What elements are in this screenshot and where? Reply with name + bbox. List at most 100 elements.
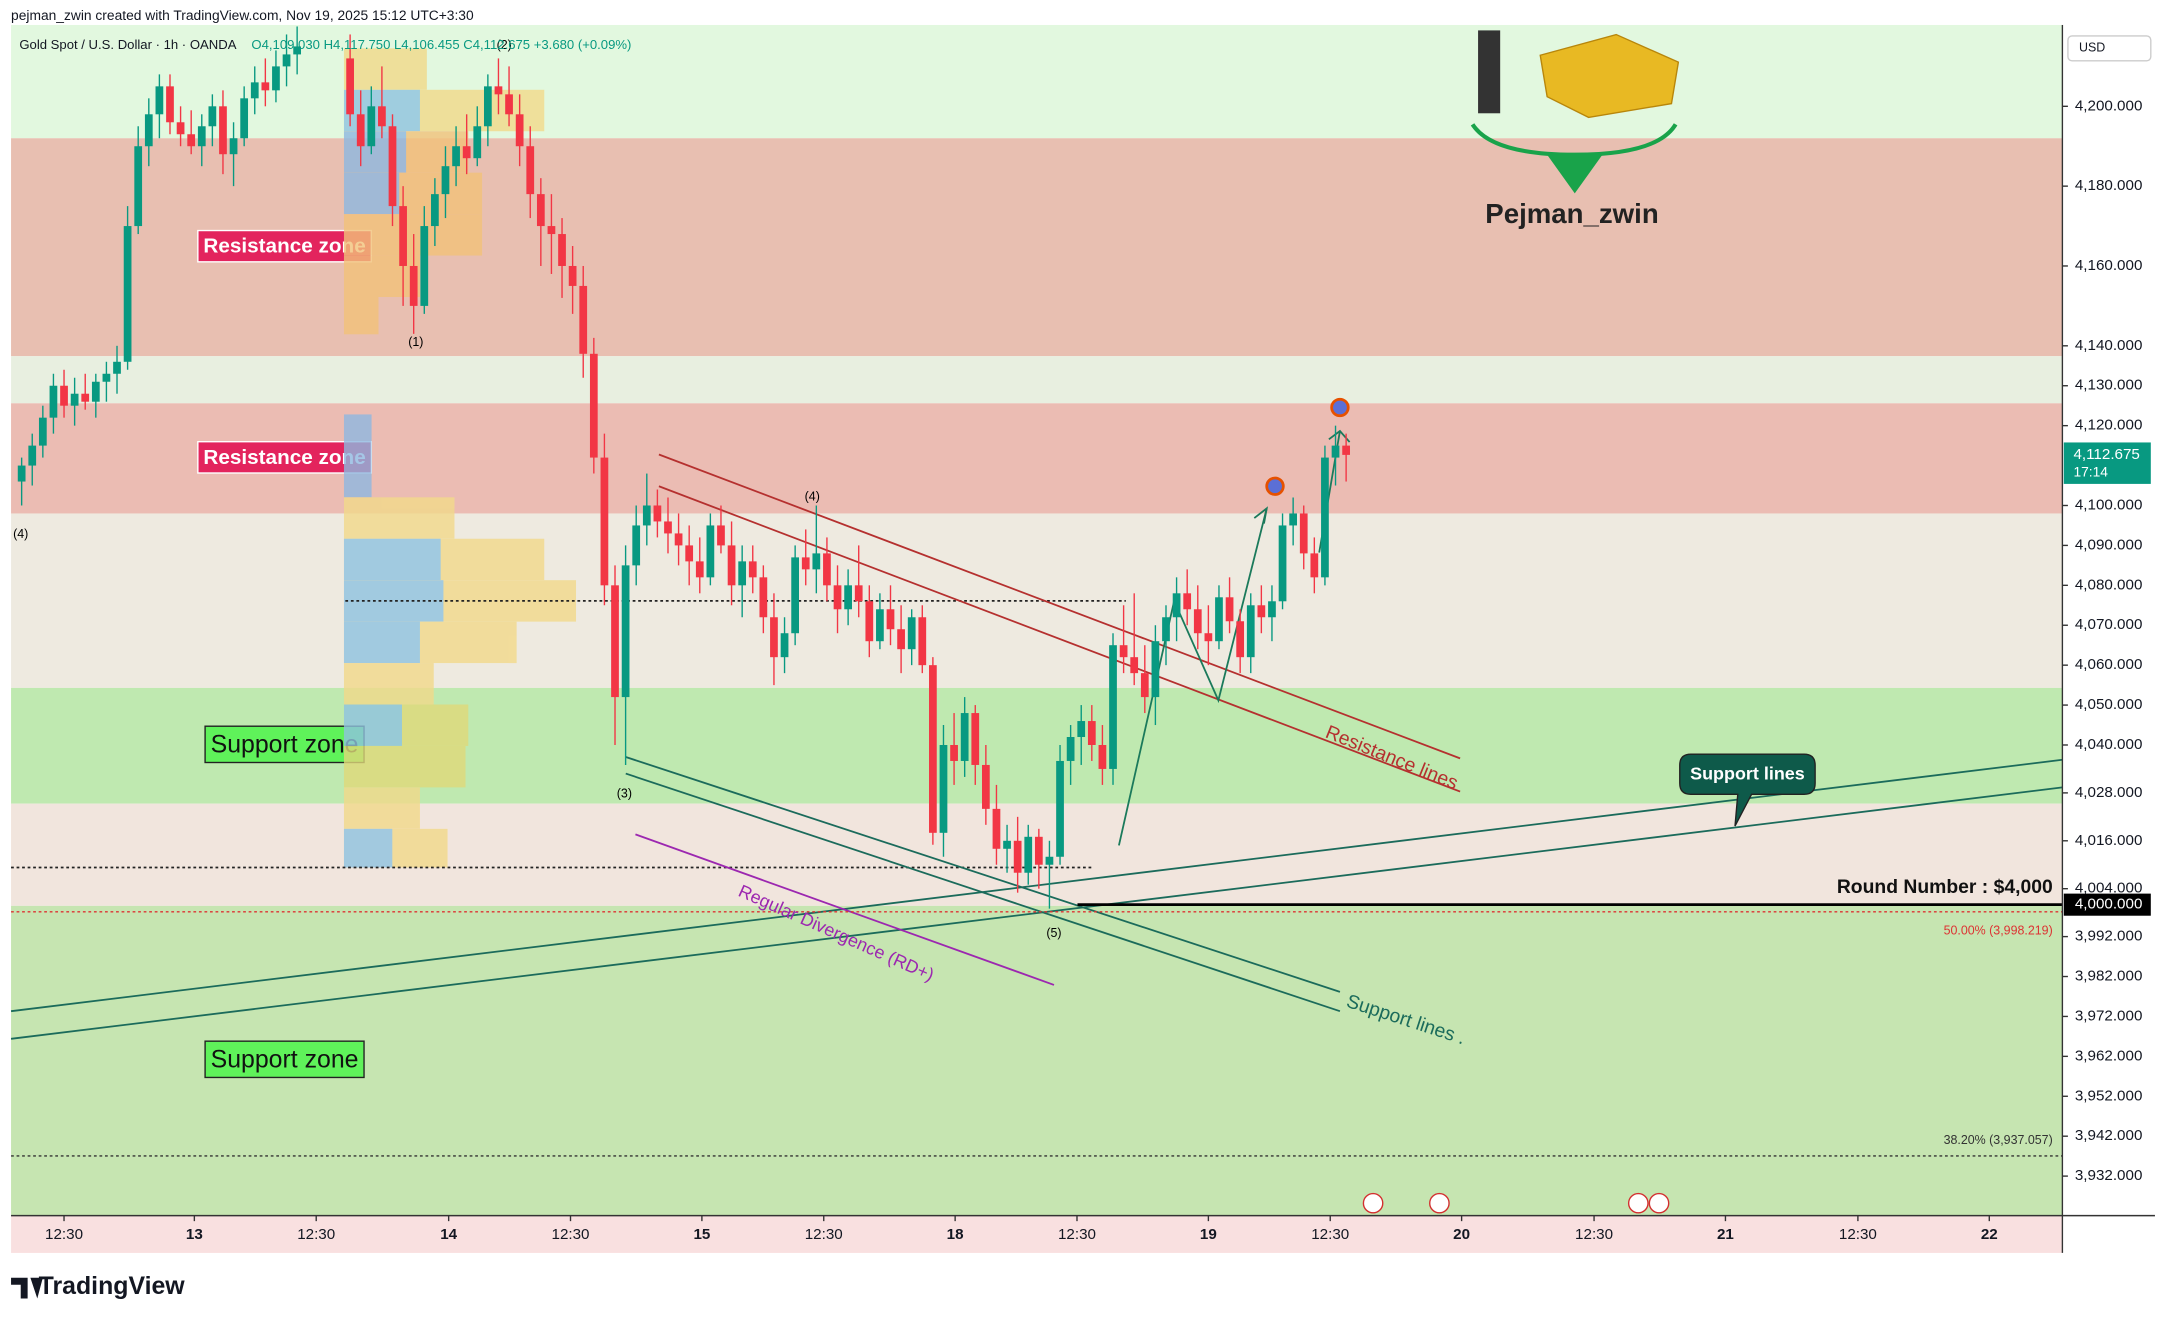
y-tick-label: 4,160.000 [2075,257,2143,274]
candle-body [1013,840,1022,873]
candles [17,26,1350,909]
zone-label: Support zone [211,730,359,758]
x-tick-label: 12:30 [1839,1226,1877,1243]
y-tick-label: 4,180.000 [2075,177,2143,194]
target-icon [1265,476,1285,496]
candle-body [494,86,503,95]
candle-body [780,633,789,658]
y-tick-label: 4,050.000 [2075,696,2143,713]
time-axis [11,1215,2063,1253]
y-tick-label: 3,972.000 [2075,1007,2143,1024]
candle-body [197,126,206,147]
fib-label: 38.20% (3,937.057) [1944,1133,2053,1147]
candle-body [113,361,121,374]
candle-body [60,385,68,406]
event-flag [1627,1192,1649,1214]
x-tick-label: 15 [693,1226,710,1243]
candle-body [664,521,672,534]
candle-body [1257,605,1266,618]
candle-body [166,86,174,123]
last-price-label: 4,112.675 [2073,446,2139,463]
zone-label: Resistance zone [203,446,365,469]
y-tick-label: 4,090.000 [2075,536,2143,553]
candle-body [17,465,26,482]
candle-body [844,585,852,610]
profile-bar [343,663,434,705]
wave-label: (4) [805,490,820,504]
price-axis [2062,24,2166,1253]
y-tick-label: 3,942.000 [2075,1127,2143,1144]
candle-body [568,265,577,286]
candle-body [939,744,948,833]
y-tick-label: 4,140.000 [2075,337,2143,354]
candle-body [91,381,100,402]
candle-body [123,226,132,362]
candle-body [293,46,302,55]
profile-bar [343,497,455,539]
x-tick-label: 21 [1717,1226,1734,1243]
wave-label: (4) [13,527,28,541]
round-price-label: 4,000.000 [2075,896,2143,913]
candle-body [1034,836,1043,865]
candle-body [1066,737,1075,761]
y-tick-label: 4,200.000 [2075,97,2143,114]
axes: 4,200.000 4,180.000 4,160.000 4,140.000 4,13… [45,97,2151,1243]
candle-body [547,226,556,235]
candle-body [886,609,895,630]
candle-body [187,134,196,147]
y-tick-label: 3,932.000 [2075,1167,2143,1184]
candle-body [1098,744,1107,769]
brand: TradingView [39,1272,186,1300]
candle-body [611,585,619,698]
candle-body [1246,605,1255,658]
candle-body [918,617,927,666]
x-tick-label: 12:30 [1575,1226,1613,1243]
x-tick-label: 12:30 [45,1226,83,1243]
y-tick-label: 4,100.000 [2075,497,2143,514]
zone [11,356,2063,404]
candle-body [526,146,535,195]
candle-body [1342,445,1350,455]
wave-label: (5) [1046,926,1061,940]
y-tick-label: 4,060.000 [2075,656,2143,673]
candle-body [176,122,185,135]
x-tick-label: 12:30 [1058,1226,1096,1243]
profile-bar [343,48,427,90]
author-name: Pejman_zwin [1485,198,1658,229]
candle-body [452,146,460,167]
candle-body [208,106,217,127]
wave-label: (3) [617,787,632,801]
target-icon [1330,397,1350,418]
x-tick-label: 19 [1200,1226,1217,1243]
y-tick-label: 3,992.000 [2075,928,2143,945]
candle-body [960,713,969,761]
y-tick-label: 3,962.000 [2075,1047,2143,1064]
callout-text: Support lines [1690,764,1805,784]
candle-body [589,353,598,458]
candle-body [653,505,662,522]
candle-body [897,629,905,650]
candle-body [399,206,407,266]
support-line [625,756,1341,993]
candle-body [367,106,376,147]
zigzag [1118,508,1268,846]
resistance-line [658,485,1461,793]
candle-body [706,525,715,578]
logo-swoosh [1547,154,1603,194]
profile-bar [343,414,372,498]
support-line [10,786,2063,1040]
candle-body [473,126,482,159]
candle-body [717,525,725,546]
ohlc-legend: O4,109.030 H4,117.750 L4,106.455 C4,112.… [251,37,631,52]
candle-body [81,393,90,402]
candle-body [1183,593,1192,610]
divergence-line [635,833,1055,986]
levels: Round Number : $4,000 50.00% (3,998.219) 3… [11,877,2063,1157]
candle-body [134,146,143,227]
candle-body [250,82,259,99]
candle-body [907,617,916,650]
candle-body [1045,856,1054,865]
candle-body [1331,445,1340,458]
event-flags [1362,1192,1670,1214]
wave-label: (2) [497,38,512,52]
